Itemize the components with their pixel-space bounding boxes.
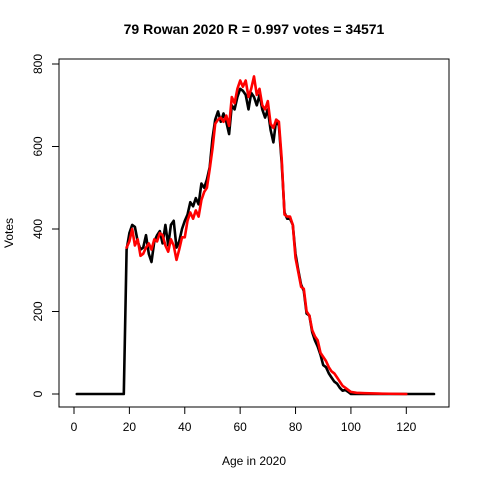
y-axis: 0 200 400 600 800	[31, 54, 60, 397]
y-tick-label: 200	[31, 301, 45, 321]
series-line-1	[75, 87, 436, 396]
x-tick-label: 40	[178, 420, 192, 434]
y-tick-label: 800	[31, 54, 45, 74]
chart-title: 79 Rowan 2020 R = 0.997 votes = 34571	[124, 21, 385, 37]
x-tick-label: 80	[289, 420, 303, 434]
series-line-2	[125, 75, 408, 396]
x-tick-label: 120	[396, 420, 416, 434]
y-tick-label: 0	[31, 390, 45, 397]
y-tick-label: 400	[31, 219, 45, 239]
x-tick-label: 100	[341, 420, 361, 434]
x-tick-label: 20	[123, 420, 137, 434]
plot-frame	[58, 58, 450, 408]
series-layer	[75, 75, 436, 396]
x-tick-label: 60	[233, 420, 247, 434]
y-axis-label: Votes	[2, 218, 16, 248]
x-tick-label: 0	[71, 420, 78, 434]
x-axis: 0 20 40 60 80 100 120	[71, 406, 417, 434]
y-tick-label: 600	[31, 136, 45, 156]
x-axis-label: Age in 2020	[222, 454, 286, 468]
